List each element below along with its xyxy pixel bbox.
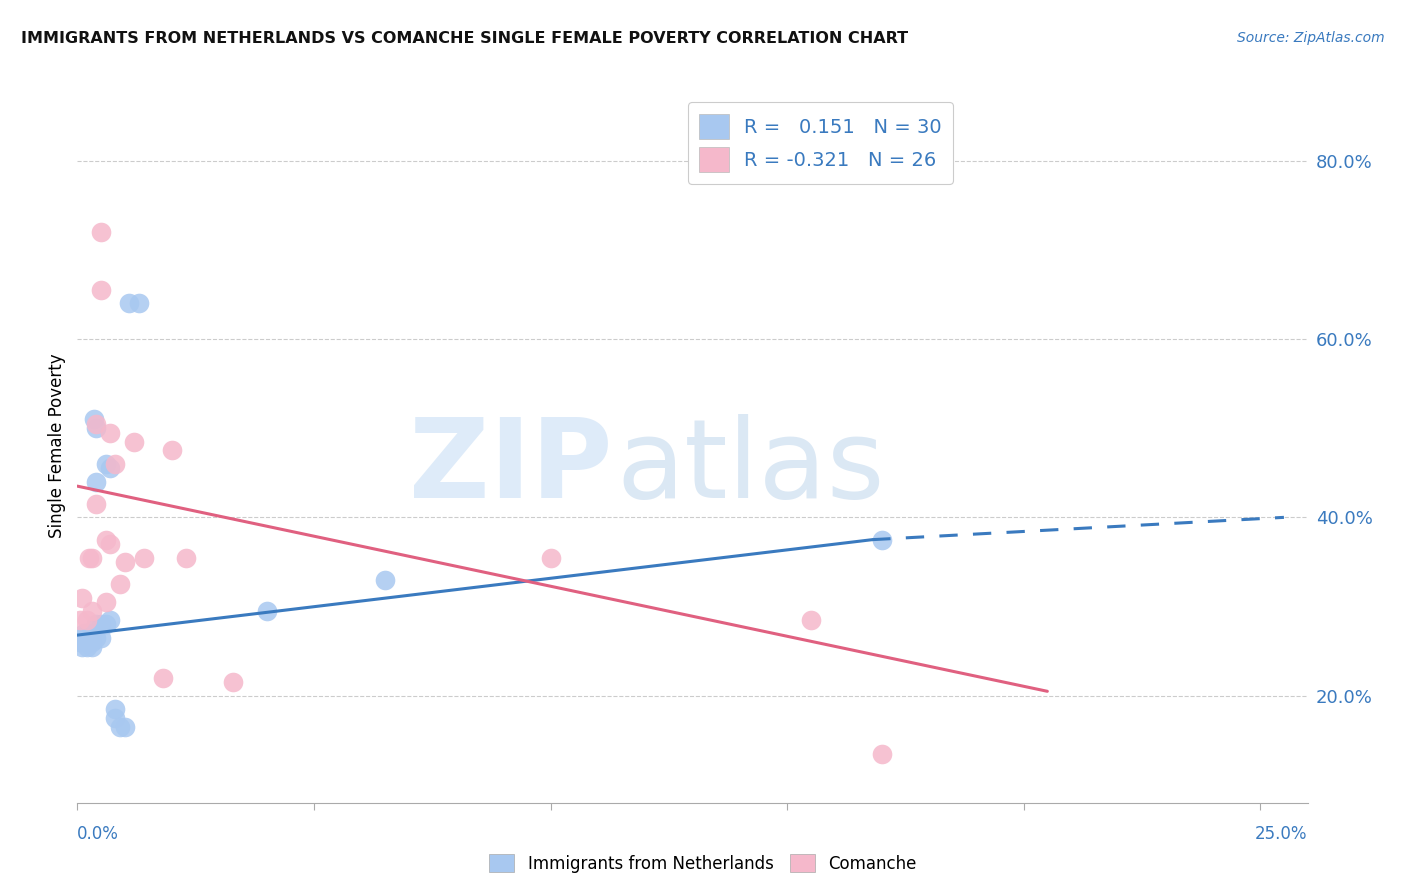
Point (104, 457, 127, 471)
Point (160, 443, 183, 458)
Point (90, 617, 112, 632)
Text: IMMIGRANTS FROM NETHERLANDS VS COMANCHE SINGLE FEMALE POVERTY CORRELATION CHART: IMMIGRANTS FROM NETHERLANDS VS COMANCHE … (21, 31, 908, 46)
Point (870, 747, 893, 761)
Point (70, 591, 93, 605)
Point (94, 457, 117, 471)
Point (84, 421, 107, 435)
Legend: Immigrants from Netherlands, Comanche: Immigrants from Netherlands, Comanche (482, 847, 924, 880)
Point (108, 577, 131, 591)
Text: 0.0%: 0.0% (77, 825, 120, 843)
Point (870, 533, 893, 547)
Point (114, 720, 136, 734)
Point (152, 671, 174, 685)
Text: 25.0%: 25.0% (1256, 825, 1308, 843)
Point (90, 631, 112, 645)
Point (114, 555, 136, 569)
Point (84, 631, 107, 645)
Point (70, 640, 93, 654)
Point (104, 702, 127, 716)
Y-axis label: Single Female Poverty: Single Female Poverty (48, 354, 66, 538)
Point (84, 617, 107, 632)
Point (69, 635, 91, 649)
Point (90, 283, 112, 297)
Point (84, 497, 107, 511)
Point (90, 225, 112, 239)
Point (77, 631, 100, 645)
Point (77, 550, 100, 565)
Point (374, 573, 396, 587)
Point (94, 533, 117, 547)
Point (84, 417, 107, 431)
Point (100, 425, 122, 440)
Point (128, 296, 150, 310)
Point (76, 626, 98, 640)
Point (122, 434, 145, 449)
Point (80, 635, 103, 649)
Point (256, 604, 278, 618)
Point (80, 604, 103, 618)
Point (118, 296, 141, 310)
Point (800, 613, 823, 627)
Point (83, 412, 105, 426)
Point (540, 550, 562, 565)
Point (100, 537, 122, 551)
Point (132, 550, 155, 565)
Point (222, 675, 245, 690)
Point (84, 475, 107, 489)
Point (76, 640, 98, 654)
Legend: R =   0.151   N = 30, R = -0.321   N = 26: R = 0.151 N = 30, R = -0.321 N = 26 (688, 103, 953, 184)
Point (70, 631, 93, 645)
Point (69, 613, 91, 627)
Point (73, 626, 96, 640)
Point (108, 720, 131, 734)
Text: ZIP: ZIP (409, 414, 613, 521)
Point (100, 613, 122, 627)
Text: atlas: atlas (616, 414, 884, 521)
Point (80, 626, 103, 640)
Point (80, 550, 103, 565)
Text: Source: ZipAtlas.com: Source: ZipAtlas.com (1237, 31, 1385, 45)
Point (94, 595, 117, 609)
Point (174, 550, 197, 565)
Point (104, 711, 127, 725)
Point (76, 613, 98, 627)
Point (80, 640, 103, 654)
Point (100, 461, 122, 475)
Point (94, 617, 117, 632)
